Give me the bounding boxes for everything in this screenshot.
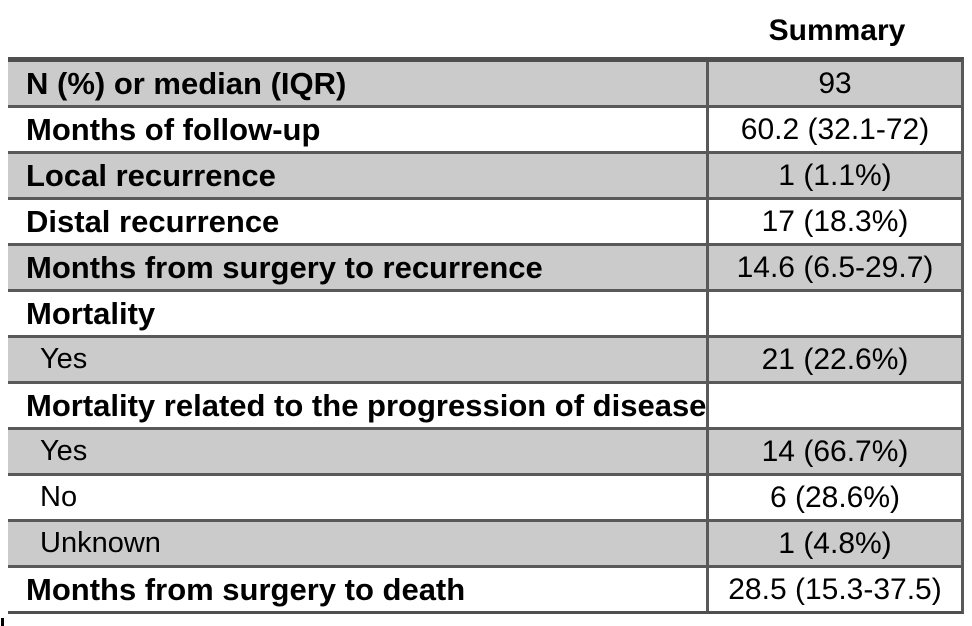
row-value: 17 (18.3%) [761,204,909,238]
row-label: Months of follow-up [8,108,709,151]
row-mortality: Mortality [8,292,961,338]
row-label: Distal recurrence [8,200,709,243]
row-label: Unknown [8,522,709,565]
row-n-or-median: N (%) or median (IQR) 93 [8,62,961,108]
row-label: No [8,476,709,519]
row-months-of-follow-up: Months of follow-up 60.2 (32.1-72) [8,108,961,154]
row-value [709,292,961,335]
row-value: 14 (66.7%) [761,434,909,468]
row-label: Yes [8,338,709,381]
row-value: 1 (1.1%) [778,158,892,192]
row-progression-yes: Yes 14 (66.7%) [8,430,961,476]
row-label: N (%) or median (IQR) [8,62,709,105]
row-distal-recurrence: Distal recurrence 17 (18.3%) [8,200,961,246]
footnote-cursor-mark [1,618,4,626]
row-months-surgery-to-recurrence: Months from surgery to recurrence 14.6 (… [8,246,961,292]
row-progression-unknown: Unknown 1 (4.8%) [8,522,961,568]
row-value: 14.6 (6.5-29.7) [736,250,934,284]
row-value: 6 (28.6%) [769,480,901,514]
summary-column-header: Summary [768,13,906,47]
row-label: Mortality related to the progression of … [8,384,709,427]
row-progression-no: No 6 (28.6%) [8,476,961,522]
row-mortality-related-progression: Mortality related to the progression of … [8,384,961,430]
row-value: 60.2 (32.1-72) [740,112,930,146]
row-label: Yes [8,430,709,473]
row-label: Months from surgery to death [8,568,709,611]
row-label: Mortality [8,292,709,335]
row-value: 93 [818,66,852,100]
row-mortality-yes: Yes 21 (22.6%) [8,338,961,384]
row-local-recurrence: Local recurrence 1 (1.1%) [8,154,961,200]
row-value [709,384,961,427]
row-label: Months from surgery to recurrence [8,246,709,289]
row-value: 1 (4.8%) [778,526,892,560]
summary-table: N (%) or median (IQR) 93 Months of follo… [8,57,964,614]
row-value: 28.5 (15.3-37.5) [728,572,942,606]
row-months-surgery-to-death: Months from surgery to death 28.5 (15.3-… [8,568,961,611]
row-value: 21 (22.6%) [761,342,909,376]
row-label: Local recurrence [8,154,709,197]
